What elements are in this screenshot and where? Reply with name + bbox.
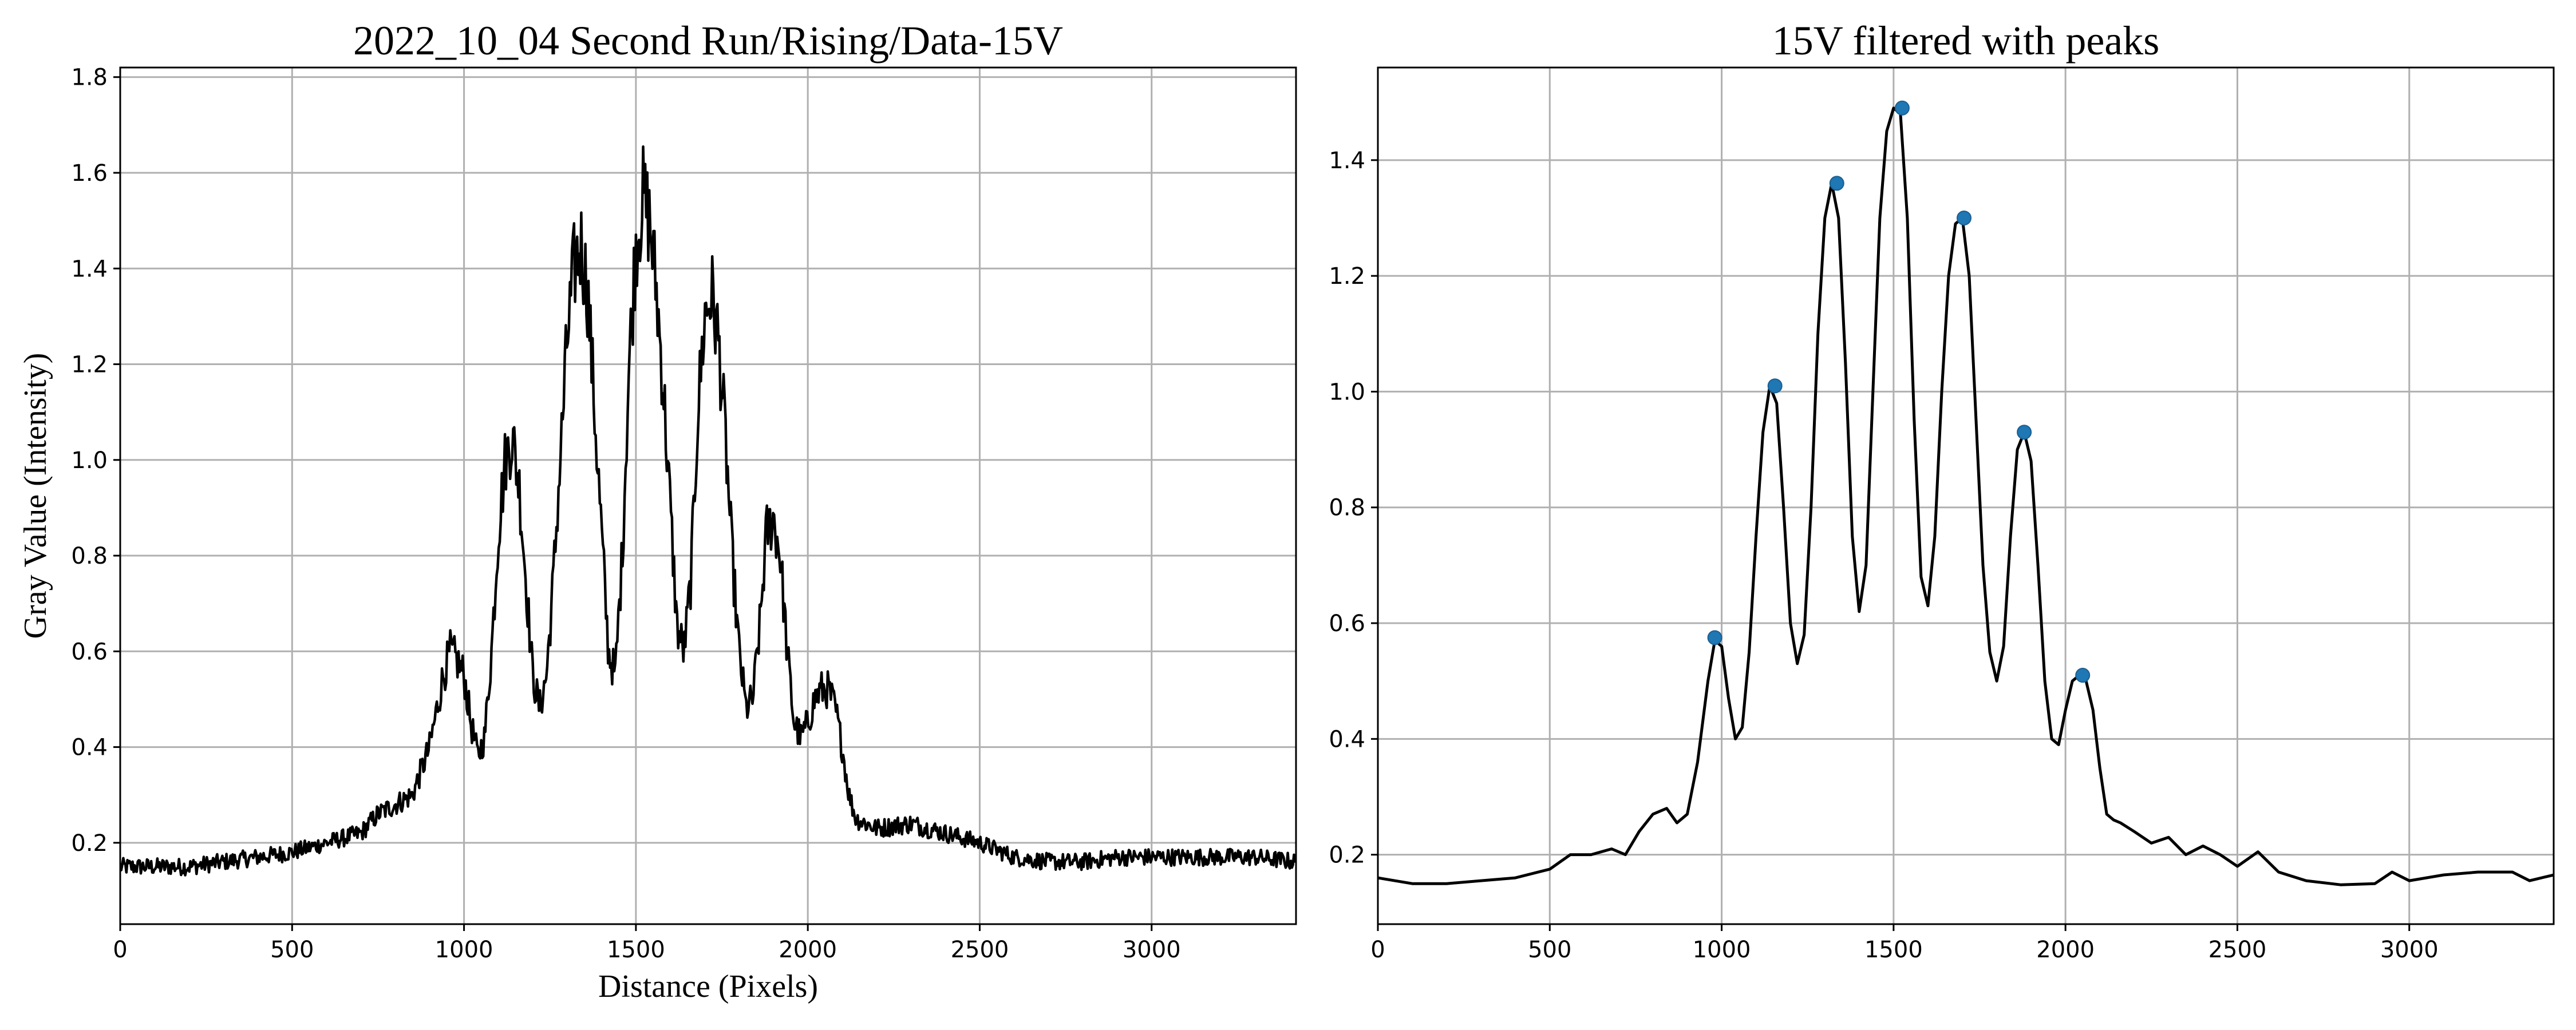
- peak-marker: [1767, 378, 1783, 394]
- x-tick-label: 2500: [951, 937, 1009, 963]
- plot-frame: [119, 66, 1297, 925]
- x-tick-label: 500: [270, 937, 314, 963]
- x-tick-label: 3000: [1123, 937, 1181, 963]
- y-tick-label: 0.6: [71, 639, 108, 665]
- x-axis-label: Distance (Pixels): [598, 969, 818, 1004]
- peak-marker: [1956, 210, 1971, 225]
- x-tick-label: 2000: [2036, 937, 2095, 963]
- y-tick-label: 1.2: [71, 352, 108, 378]
- x-tick-label: 0: [113, 937, 127, 963]
- peak-marker: [2017, 425, 2032, 440]
- x-tick-label: 1000: [1693, 937, 1751, 963]
- x-tick-label: 1500: [1864, 937, 1923, 963]
- y-tick-label: 0.2: [71, 830, 108, 857]
- y-tick-label: 1.0: [1329, 379, 1365, 405]
- y-tick-label: 1.4: [1329, 148, 1365, 174]
- y-tick-label: 1.2: [1329, 263, 1365, 290]
- peak-marker: [2075, 668, 2091, 683]
- peak-marker: [1707, 630, 1722, 645]
- x-tick-label: 0: [1370, 937, 1385, 963]
- y-tick-label: 1.4: [71, 256, 108, 282]
- y-tick-label: 0.4: [71, 735, 108, 761]
- peak-marker: [1829, 176, 1844, 191]
- x-tick-label: 2000: [779, 937, 837, 963]
- x-tick-label: 1500: [607, 937, 665, 963]
- y-tick-label: 0.8: [1329, 495, 1365, 521]
- y-tick-label: 1.8: [71, 65, 108, 91]
- y-tick-label: 0.4: [1329, 726, 1365, 752]
- chart-panel-1: 0 500 1000 1500 2000 2500 3000 0.2 0.4 0.6 0.8 1.0 1…: [18, 18, 1297, 1004]
- y-tick-label: 1.0: [71, 447, 108, 474]
- chart-title: 2022_10_04 Second Run/Rising/Data-15V: [353, 18, 1063, 64]
- y-tick-label: 0.8: [71, 543, 108, 569]
- y-tick-label: 1.6: [71, 160, 108, 187]
- plot-frame: [1377, 66, 2555, 925]
- y-axis-label: Gray Value (Intensity): [18, 353, 53, 639]
- x-tick-label: 3000: [2380, 937, 2439, 963]
- x-tick-label: 1000: [435, 937, 493, 963]
- series-line-1: [120, 145, 1296, 877]
- chart-title: 15V filtered with peaks: [1772, 18, 2160, 64]
- peak-marker: [1894, 100, 1910, 116]
- y-tick-label: 0.2: [1329, 842, 1365, 869]
- series-line-1: [1378, 106, 2554, 886]
- x-tick-label: 500: [1528, 937, 1571, 963]
- chart-panel-2: 0 500 1000 1500 2000 2500 3000 0.2 0.4 0.6 0.8 1.0 1…: [1329, 18, 2555, 963]
- x-tick-label: 2500: [2208, 937, 2267, 963]
- y-tick-label: 0.6: [1329, 611, 1365, 637]
